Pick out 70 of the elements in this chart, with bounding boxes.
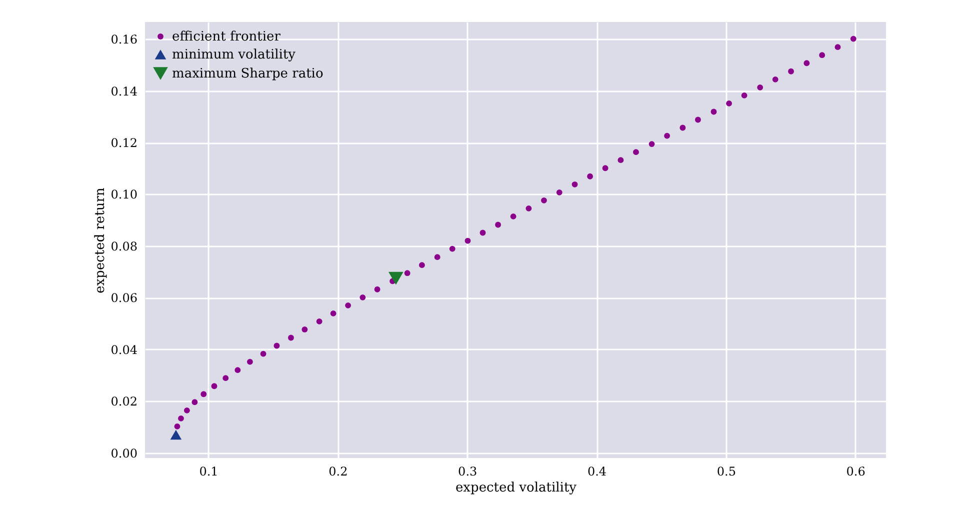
- point: [345, 302, 351, 308]
- y-tick-label: 0.16: [110, 32, 138, 47]
- point: [648, 141, 655, 148]
- x-tick-label: 0.6: [846, 464, 866, 478]
- point: [234, 367, 241, 374]
- point: [246, 358, 253, 365]
- point: [434, 254, 440, 260]
- point: [192, 399, 198, 406]
- point: [330, 310, 336, 316]
- point: [788, 68, 794, 74]
- point: [170, 430, 182, 440]
- point: [174, 424, 180, 430]
- point: [757, 84, 764, 90]
- point: [178, 415, 184, 422]
- legend-label: maximum Sharpe ratio: [172, 66, 324, 82]
- point: [464, 238, 471, 244]
- point: [587, 173, 593, 180]
- point: [360, 294, 366, 300]
- point: [288, 334, 294, 341]
- point: [374, 286, 380, 292]
- point: [772, 76, 778, 82]
- point: [819, 52, 826, 58]
- point: [495, 222, 501, 228]
- legend-label: efficient frontier: [172, 30, 282, 44]
- point: [602, 165, 608, 172]
- point: [556, 189, 562, 196]
- y-tick-label: 0.02: [110, 394, 138, 409]
- point: [260, 350, 266, 357]
- y-tick-label: 0.00: [110, 446, 138, 460]
- point: [200, 391, 207, 398]
- y-tick-label: 0.12: [110, 136, 138, 150]
- x-tick-label: 0.1: [199, 464, 218, 478]
- x-tick-label: 0.5: [716, 464, 736, 478]
- point: [404, 270, 410, 276]
- x-tick-label: 0.2: [328, 464, 348, 478]
- y-tick-label: 0.04: [110, 342, 138, 357]
- point: [680, 124, 686, 131]
- point: [274, 342, 280, 349]
- y-tick-label: 0.14: [110, 84, 138, 98]
- point: [316, 318, 322, 324]
- y-tick-label: 0.08: [110, 239, 138, 254]
- point: [388, 272, 404, 285]
- legend-label: minimum volatility: [172, 48, 296, 62]
- point: [526, 206, 532, 212]
- point: [541, 197, 547, 204]
- point: [302, 326, 308, 332]
- point: [618, 157, 624, 164]
- x-tick-label: 0.3: [458, 464, 478, 478]
- point: [664, 132, 670, 139]
- point: [510, 214, 516, 220]
- point: [222, 375, 229, 382]
- point: [480, 230, 486, 236]
- point: [633, 149, 639, 156]
- point: [804, 60, 810, 66]
- x-tick-label: 0.4: [587, 464, 607, 478]
- point: [572, 181, 578, 188]
- point: [834, 44, 841, 50]
- y-axis-title: expected return: [92, 186, 108, 294]
- point: [184, 407, 190, 414]
- y-tick-label: 0.06: [110, 291, 138, 306]
- point: [418, 262, 425, 268]
- y-tick-label: 0.10: [110, 188, 138, 202]
- point: [741, 92, 748, 98]
- point: [850, 36, 856, 42]
- point: [710, 108, 717, 115]
- point: [726, 100, 732, 106]
- point: [211, 383, 218, 390]
- point: [695, 116, 701, 123]
- point: [449, 246, 456, 252]
- x-axis-title: expected volatility: [455, 480, 578, 496]
